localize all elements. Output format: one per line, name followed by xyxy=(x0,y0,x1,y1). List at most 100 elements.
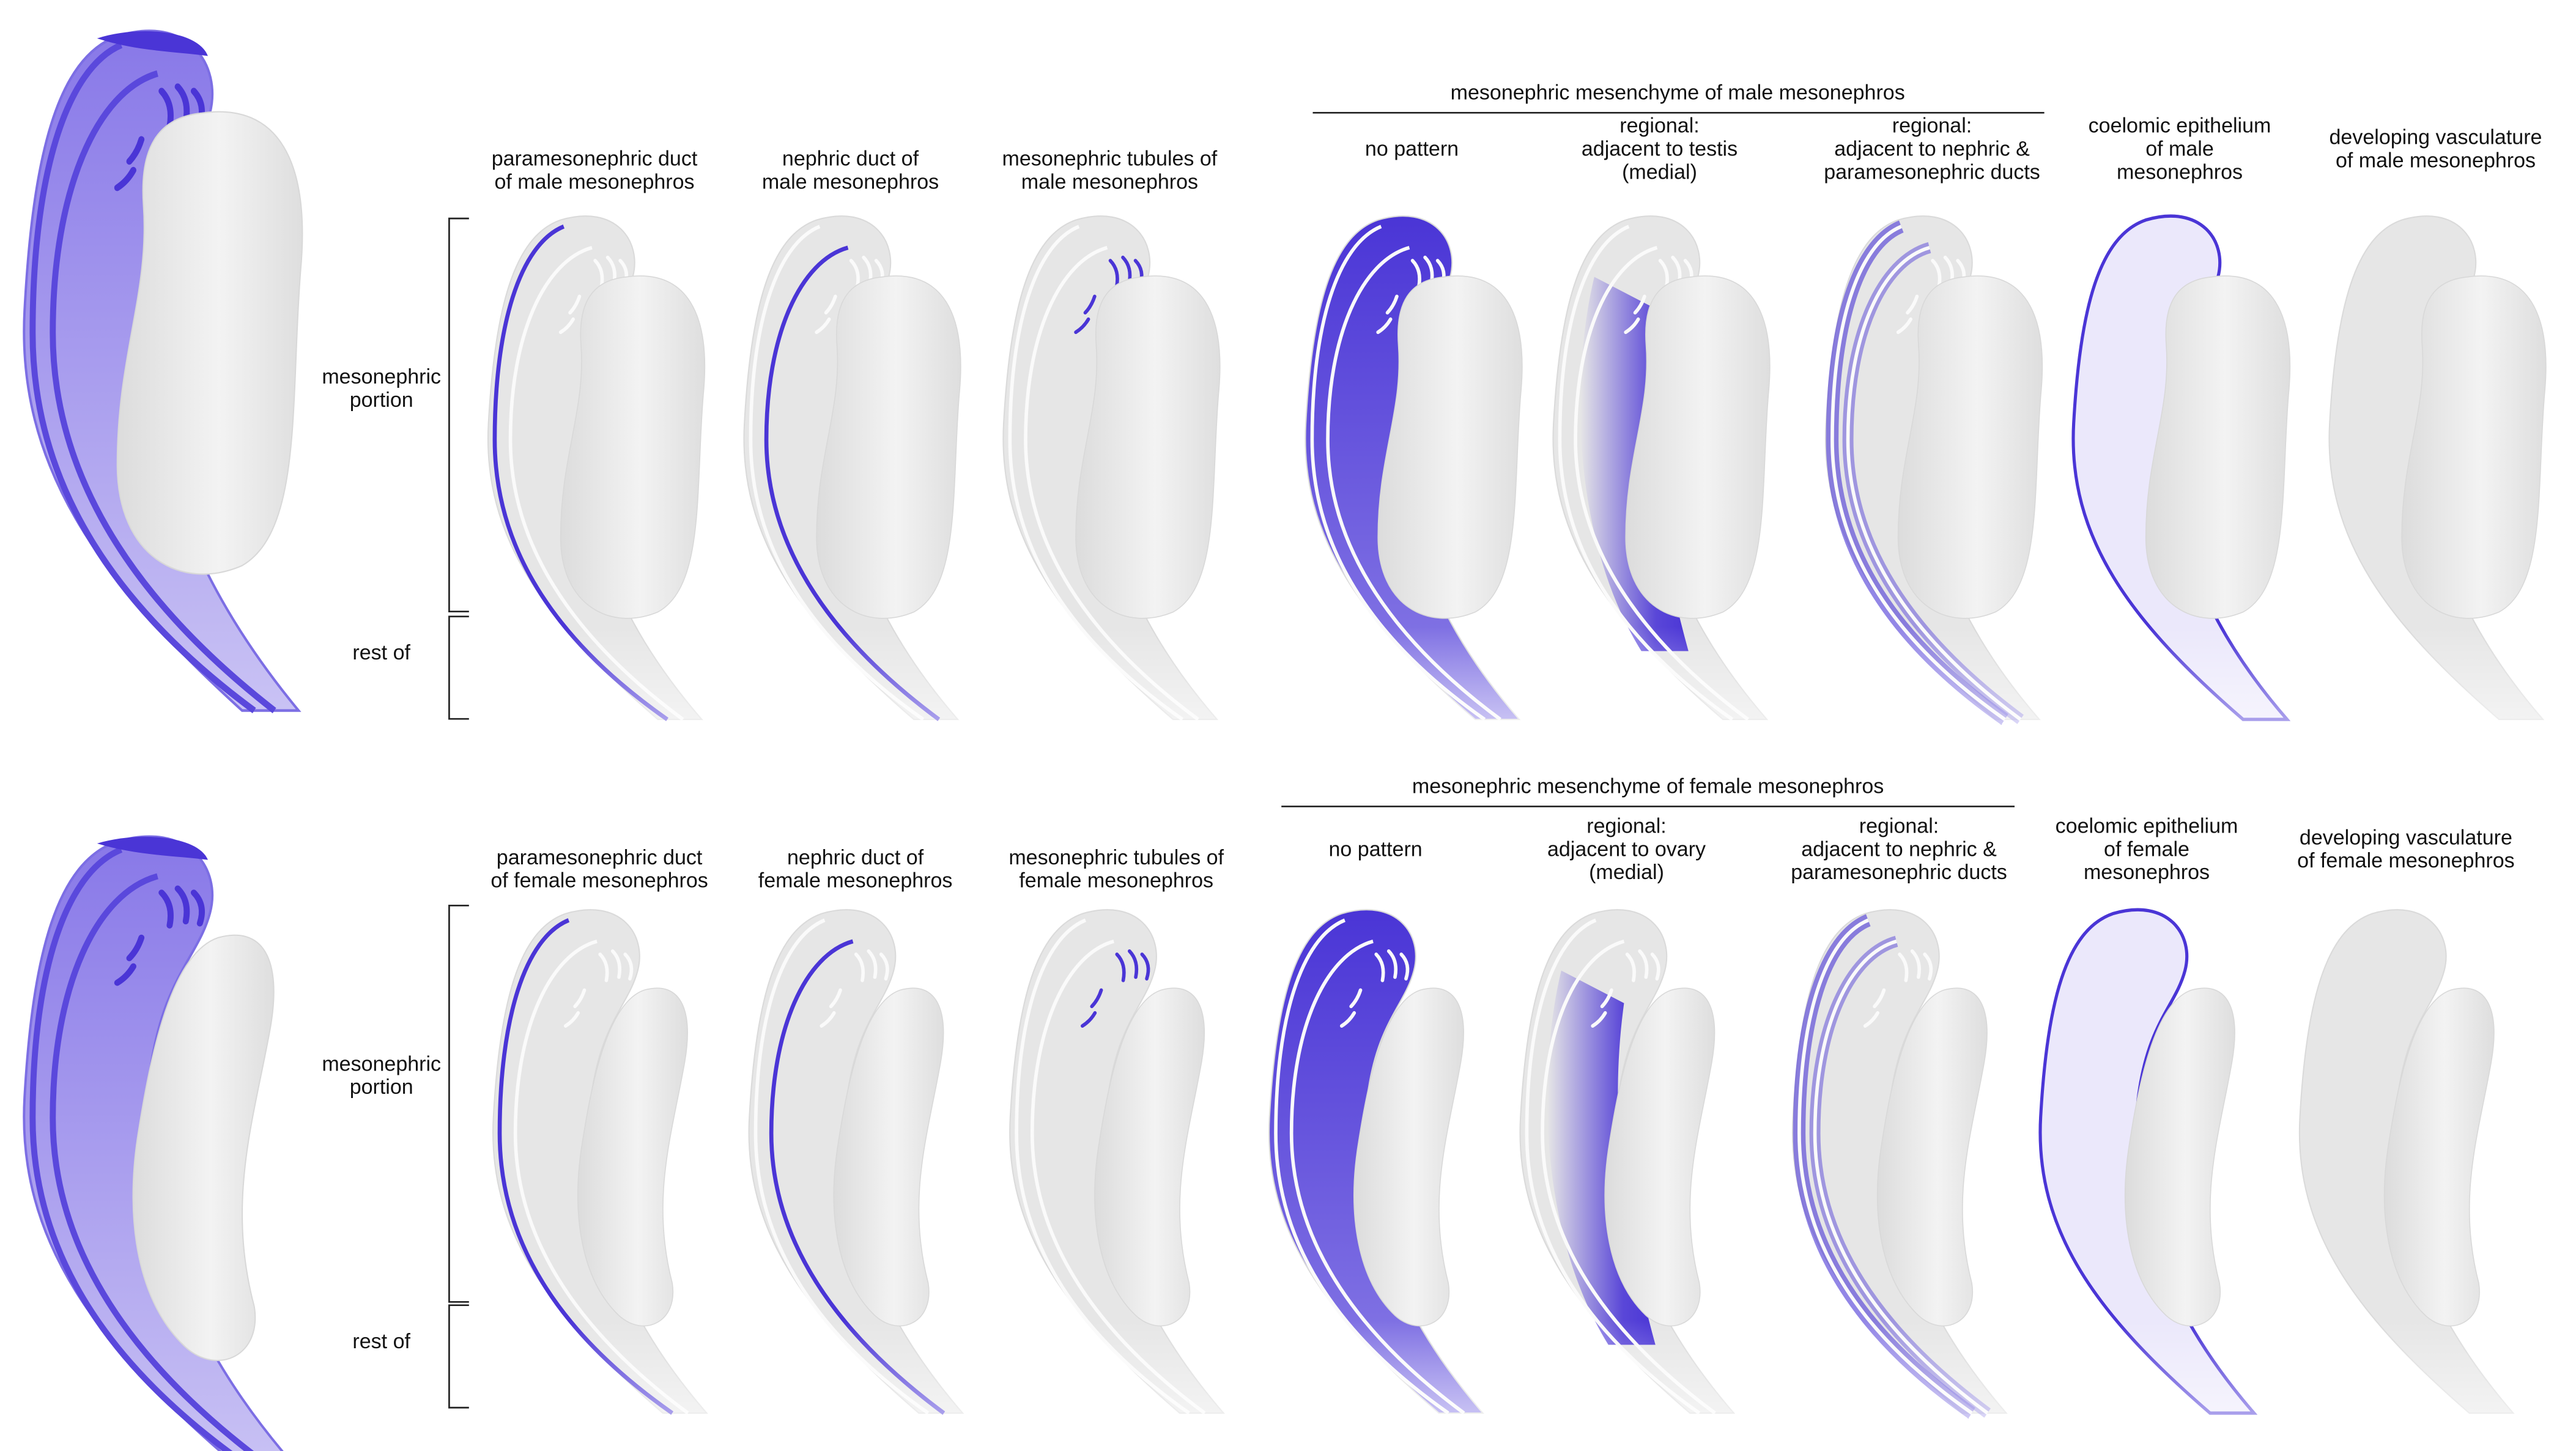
panel-coelomic: coelomic epithelium of male mesonephros xyxy=(2067,114,2303,725)
mesonephric-tubule xyxy=(1625,952,1636,982)
mesonephric-tubule xyxy=(1140,952,1150,981)
panel-tubules: mesonephric tubules of female mesonephros xyxy=(1004,846,1240,1419)
rest-of-mesonephros-fade xyxy=(1786,1320,2023,1419)
mesonephric-tubule xyxy=(1863,1011,1879,1028)
label-line: paramesonephric duct xyxy=(492,147,698,171)
panel-illustration xyxy=(997,215,1233,725)
label-line: (medial) xyxy=(1589,861,1664,884)
row-male: mesonephric mesenchyme of male mesonephr… xyxy=(23,29,2559,725)
mesonephric-tubule xyxy=(820,1011,836,1028)
rest-of-mesonephros-fade xyxy=(1547,626,1783,725)
mesonephric-tubule xyxy=(824,294,837,315)
mesonephric-tubule xyxy=(126,934,145,962)
group-header: mesonephric mesenchyme of male mesonephr… xyxy=(1451,81,1905,105)
mesonephric-tubule xyxy=(1399,952,1410,981)
mesonephric-tubule xyxy=(1873,988,1886,1009)
rest-of-mesonephros-fade xyxy=(1299,626,1535,725)
nephric-duct xyxy=(50,70,276,713)
panel-nephric: nephric duct of male mesonephros xyxy=(738,147,974,725)
bracket-label-rest-of: rest of xyxy=(352,1330,410,1353)
label-line: mesonephros xyxy=(2084,861,2210,884)
rest-of-mesonephros-fade xyxy=(2293,1320,2530,1419)
rest-of-mesonephros-fade xyxy=(738,626,974,725)
panel-illustration xyxy=(743,909,979,1419)
label-line: paramesonephric ducts xyxy=(1824,160,2040,184)
rest-of-mesonephros-fade xyxy=(482,626,718,725)
mesonephric-tubule xyxy=(174,885,190,925)
label-line: of male xyxy=(2145,137,2214,160)
label-line: regional: xyxy=(1892,114,1972,138)
mesonephric-tubule xyxy=(1385,294,1399,315)
testis xyxy=(816,275,961,619)
panel-label: regional: adjacent to testis (medial) xyxy=(1582,114,1738,184)
label-line: adjacent to nephric & xyxy=(1801,837,1997,861)
mesonephric-tubule xyxy=(1898,952,1909,982)
mesonephric-tubule xyxy=(1083,294,1097,315)
label-line: coelomic epithelium xyxy=(2089,114,2271,138)
panel-tubules: mesonephric tubules of male mesonephros xyxy=(997,147,1233,725)
mesonephric-tubule xyxy=(1591,1011,1607,1028)
row-female: mesonephric mesenchyme of female mesonep… xyxy=(23,775,2530,1451)
label-line: rest of xyxy=(352,641,410,664)
label-line: of female xyxy=(2104,837,2189,861)
mesonephric-tubule xyxy=(126,136,145,165)
rest-of-mesonephros-fade xyxy=(2067,626,2303,725)
label-line: paramesonephric duct xyxy=(497,846,703,869)
rest-of-mesonephros-fade xyxy=(2034,1320,2270,1419)
panel-label: developing vasculature of male mesonephro… xyxy=(2330,126,2542,173)
label-line: nephric duct of xyxy=(787,846,924,869)
mesonephric-tubule xyxy=(1600,988,1613,1009)
rest-of-mesonephros-fade xyxy=(487,1320,723,1419)
panel-label: developing vasculature of female mesoneph… xyxy=(2297,826,2514,872)
testis xyxy=(560,275,706,619)
panel-illustration xyxy=(2034,908,2270,1419)
panel-illustration xyxy=(2067,214,2303,725)
label-line: paramesonephric ducts xyxy=(1791,861,2007,884)
panel-illustration xyxy=(1299,215,1535,725)
panel-paramesonephric: paramesonephric duct of male mesonephros xyxy=(482,147,718,725)
label-line: of female mesonephros xyxy=(490,869,708,892)
panel-label: regional: adjacent to nephric & paramesone… xyxy=(1824,114,2040,184)
mesonephric-tubule xyxy=(1650,952,1660,981)
panel-illustration xyxy=(1004,909,1240,1419)
label-line: portion xyxy=(350,1075,413,1099)
panel-mes-ducts: regional: adjacent to nephric & paramesone… xyxy=(1786,815,2023,1419)
mesonephric-tubule xyxy=(815,317,831,335)
panel-label: no pattern xyxy=(1365,137,1459,160)
mesonephric-tubule xyxy=(1386,949,1398,979)
label-line: coelomic epithelium xyxy=(2056,815,2238,838)
panel-label: mesonephric tubules of male mesonephros xyxy=(1002,147,1218,194)
panel-illustration xyxy=(1514,909,1750,1419)
panel-label: regional: adjacent to ovary (medial) xyxy=(1547,815,1706,885)
testis xyxy=(1075,275,1221,619)
label-line: regional: xyxy=(1859,815,1939,838)
paramesonephric-duct xyxy=(29,42,256,714)
panel-label: coelomic epithelium of male mesonephros xyxy=(2089,114,2271,184)
duct-tip xyxy=(97,836,208,860)
label-line: mesonephric xyxy=(322,1052,441,1075)
bracket-label-mesonephric-portion: mesonephric portion xyxy=(322,365,441,412)
rest-of-mesonephros-fade xyxy=(1514,1320,1750,1419)
mesonephric-tubule xyxy=(854,952,865,982)
label-line: female mesonephros xyxy=(1019,869,1213,892)
testis xyxy=(2145,275,2291,619)
label-line: regional: xyxy=(1619,114,1699,138)
label-line: developing vasculature xyxy=(2300,826,2512,849)
mesonephric-tubule xyxy=(1349,988,1363,1009)
overview-illustration xyxy=(23,835,284,1451)
mesonephric-tubule xyxy=(568,294,582,315)
rest-of-mesonephros-fade xyxy=(743,1320,979,1419)
label-line: portion xyxy=(350,388,413,412)
rest-of-mesonephros-fade xyxy=(997,626,1233,725)
mesonephric-tubule xyxy=(598,952,609,982)
label-line: of male mesonephros xyxy=(494,171,694,194)
label-line: no pattern xyxy=(1365,137,1459,160)
panel-vasculature: developing vasculature of male mesonephro… xyxy=(2323,126,2559,725)
group-header: mesonephric mesenchyme of female mesonep… xyxy=(1412,775,1884,798)
overview-illustration xyxy=(23,29,303,714)
panel-label: paramesonephric duct of female mesonephro… xyxy=(490,846,708,892)
panel-label: regional: adjacent to nephric & paramesone… xyxy=(1791,815,2007,885)
mesonephric-tubule xyxy=(558,317,575,335)
panel-mes-all: no pattern xyxy=(1263,837,1499,1419)
